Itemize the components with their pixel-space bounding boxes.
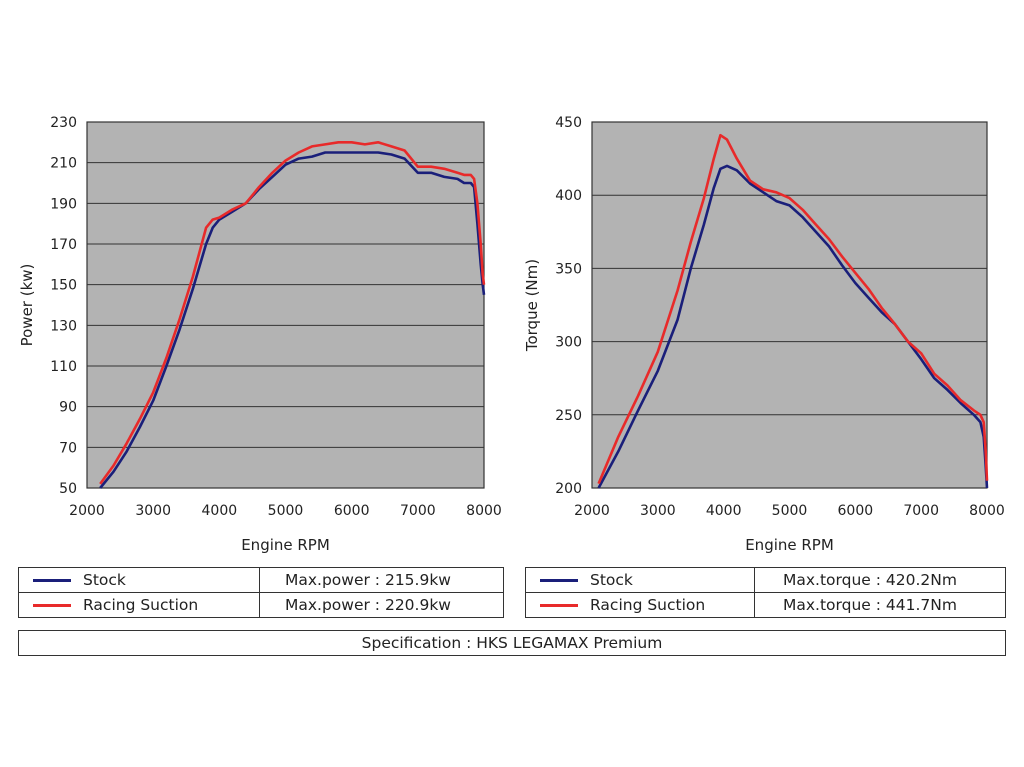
- torque-x-tick-label: 2000: [574, 503, 610, 519]
- power-y-tick-label: 90: [59, 400, 77, 416]
- power-plot-border: [86, 121, 485, 489]
- torque-x-tick-label: 5000: [772, 503, 808, 519]
- racing-suction-line-swatch: [540, 604, 578, 607]
- power-series-racing-suction: [99, 141, 486, 485]
- power-y-tick-label: 150: [50, 278, 77, 294]
- power-y-tick-label: 170: [50, 237, 77, 253]
- max-power-stock-value: Max.power : 215.9kw: [285, 571, 451, 589]
- legend-row-stock: Stock Max.power : 215.9kw: [19, 568, 503, 592]
- power-series-stock: [99, 151, 486, 489]
- torque-y-axis-title: Torque (Nm): [523, 259, 541, 352]
- torque-legend-table: Stock Max.torque : 420.2Nm Racing Suctio…: [525, 567, 1006, 618]
- power-y-tick-label: 50: [59, 481, 77, 497]
- power-x-tick-label: 2000: [69, 503, 105, 519]
- power-x-axis-title: Engine RPM: [241, 536, 330, 554]
- max-torque-stock-value: Max.torque : 420.2Nm: [783, 571, 957, 589]
- legend-series-name: Stock: [590, 571, 633, 589]
- torque-x-tick-label: 8000: [969, 503, 1005, 519]
- torque-series-racing-suction: [597, 133, 989, 485]
- torque-x-axis-title: Engine RPM: [745, 536, 834, 554]
- torque-x-tick-label: 7000: [903, 503, 939, 519]
- power-x-tick-label: 8000: [466, 503, 502, 519]
- power-y-tick-label: 210: [50, 156, 77, 172]
- torque-plot-area: [592, 122, 987, 488]
- power-y-tick-label: 230: [50, 115, 77, 131]
- legend-row-racing-suction: Racing Suction Max.torque : 441.7Nm: [526, 592, 1005, 617]
- power-x-tick-label: 6000: [334, 503, 370, 519]
- torque-y-tick-label: 200: [555, 481, 582, 497]
- torque-y-tick-label: 400: [555, 188, 582, 204]
- torque-y-tick-label: 350: [555, 261, 582, 277]
- torque-x-tick-label: 3000: [640, 503, 676, 519]
- power-y-tick-label: 70: [59, 440, 77, 456]
- torque-series-stock: [597, 164, 989, 489]
- power-x-tick-label: 4000: [202, 503, 238, 519]
- torque-y-tick-label: 450: [555, 115, 582, 131]
- racing-suction-line-swatch: [33, 604, 71, 607]
- torque-plot-border: [591, 121, 988, 489]
- torque-y-tick-label: 300: [555, 335, 582, 351]
- power-x-tick-label: 5000: [268, 503, 304, 519]
- power-x-tick-label: 3000: [135, 503, 171, 519]
- power-y-tick-label: 110: [50, 359, 77, 375]
- power-y-axis-title: Power (kw): [18, 264, 36, 347]
- legend-series-name: Racing Suction: [83, 596, 199, 614]
- torque-y-tick-label: 250: [555, 408, 582, 424]
- power-x-tick-label: 7000: [400, 503, 436, 519]
- legend-row-racing-suction: Racing Suction Max.power : 220.9kw: [19, 592, 503, 617]
- power-y-tick-label: 130: [50, 318, 77, 334]
- max-torque-racing-value: Max.torque : 441.7Nm: [783, 596, 957, 614]
- legend-series-name: Racing Suction: [590, 596, 706, 614]
- legend-row-stock: Stock Max.torque : 420.2Nm: [526, 568, 1005, 592]
- specification-box: Specification : HKS LEGAMAX Premium: [18, 630, 1006, 656]
- torque-x-tick-label: 6000: [838, 503, 874, 519]
- torque-x-tick-label: 4000: [706, 503, 742, 519]
- legend-divider: [754, 568, 755, 617]
- power-legend-table: Stock Max.power : 215.9kw Racing Suction…: [18, 567, 504, 618]
- legend-series-name: Stock: [83, 571, 126, 589]
- power-plot-area: [87, 122, 484, 488]
- stock-line-swatch: [540, 579, 578, 582]
- max-power-racing-value: Max.power : 220.9kw: [285, 596, 451, 614]
- stock-line-swatch: [33, 579, 71, 582]
- legend-divider: [259, 568, 260, 617]
- power-y-tick-label: 190: [50, 196, 77, 212]
